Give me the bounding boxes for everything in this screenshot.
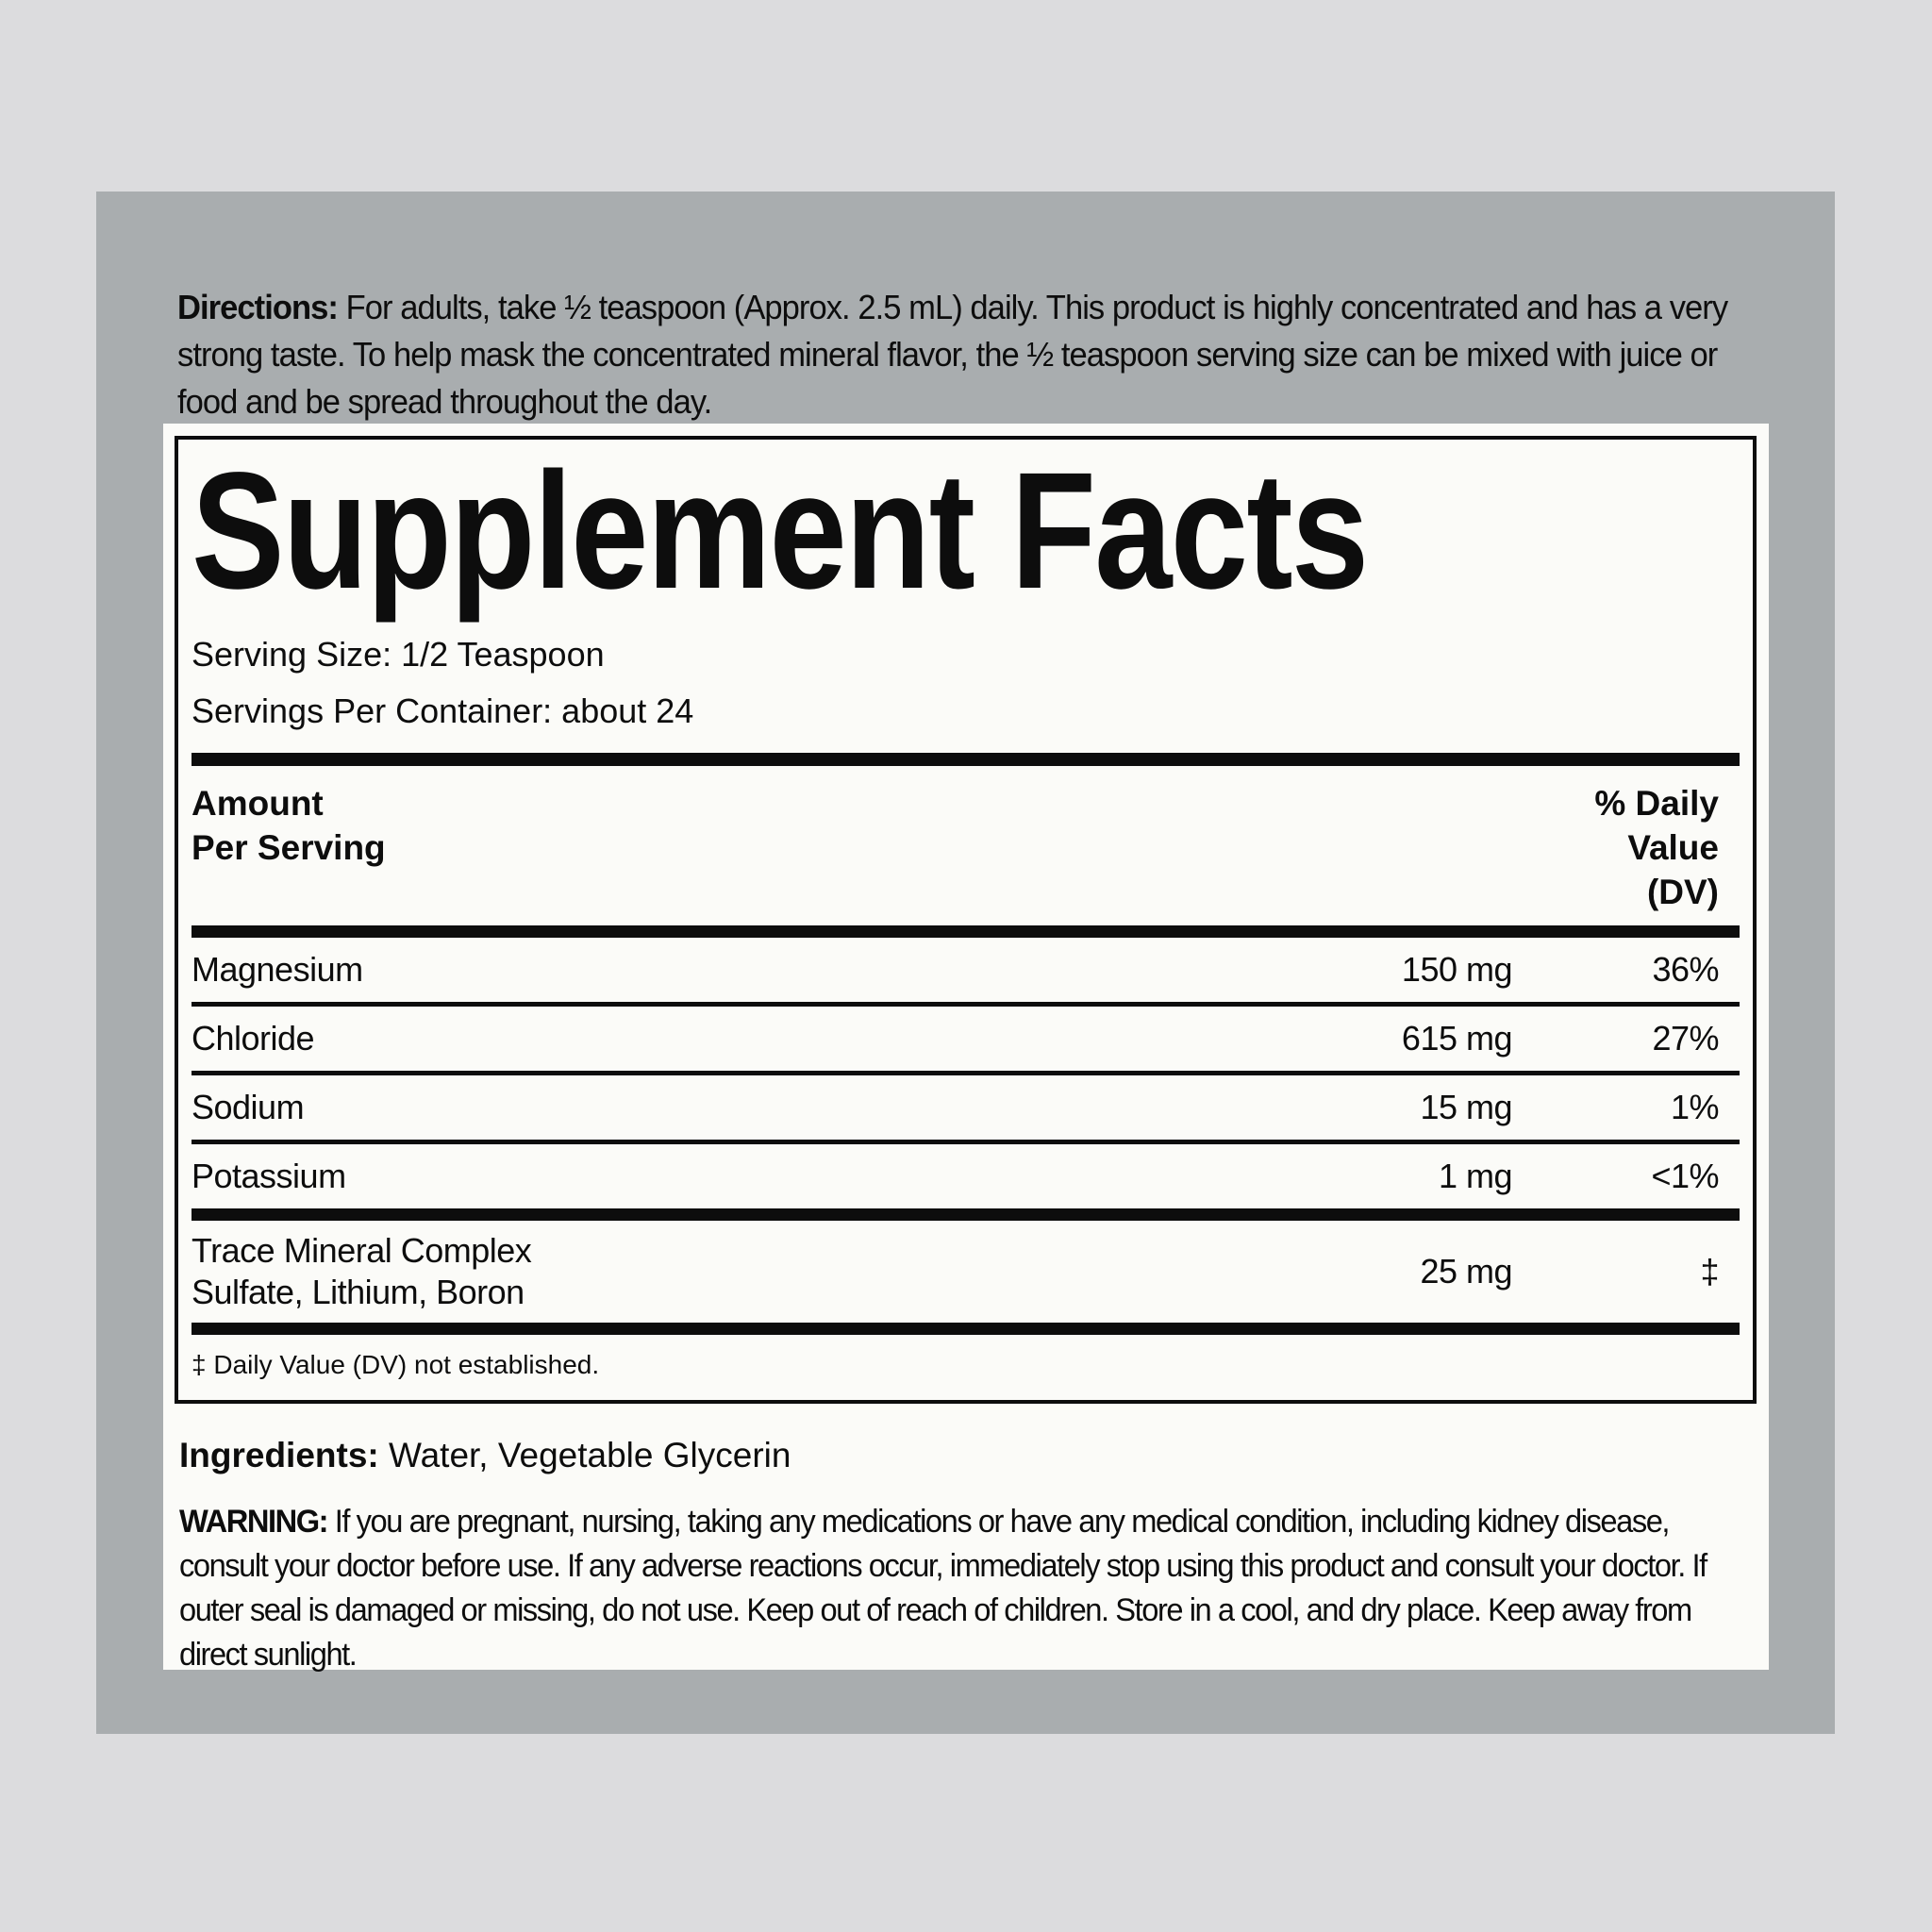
row-dv: <1% (1651, 1157, 1719, 1195)
table-row-trace-mineral-complex: Trace Mineral Complex Sulfate, Lithium, … (192, 1221, 1740, 1335)
table-header: Amount Per Serving % Daily Value (DV) (192, 781, 1740, 914)
row-amount: 615 mg (1401, 1019, 1513, 1058)
row-name: Potassium (192, 1157, 346, 1195)
table-row-magnesium: Magnesium 150 mg 36% (192, 938, 1740, 1007)
row-name: Trace Mineral Complex Sulfate, Lithium, … (192, 1231, 532, 1311)
table-row-potassium: Potassium 1 mg <1% (192, 1144, 1740, 1221)
column-header-daily-value: % Daily Value (DV) (1594, 784, 1719, 911)
supplement-label-card: Supplement Facts Serving Size: 1/2 Teasp… (163, 424, 1769, 1673)
directions-text: For adults, take ½ teaspoon (Approx. 2.5… (177, 288, 1728, 421)
row-dv: 1% (1670, 1088, 1720, 1126)
row-dv: 27% (1652, 1019, 1719, 1058)
row-dv: ‡ (1700, 1252, 1719, 1291)
ingredients-label: Ingredients: (179, 1436, 379, 1474)
directions-label: Directions: (177, 288, 339, 326)
row-name: Sodium (192, 1088, 305, 1126)
row-amount: 25 mg (1420, 1252, 1512, 1291)
row-amount: 1 mg (1438, 1157, 1513, 1195)
label-panel: Directions: For adults, take ½ teaspoon … (96, 192, 1835, 1734)
row-amount: 150 mg (1401, 950, 1513, 989)
column-header-amount: Amount Per Serving (192, 784, 386, 867)
nutrient-table: Magnesium 150 mg 36% Chloride 615 mg 27%… (192, 938, 1740, 1335)
warning-text: If you are pregnant, nursing, taking any… (179, 1504, 1707, 1673)
daily-value-footnote: ‡ Daily Value (DV) not established. (192, 1350, 600, 1379)
supplement-facts-title: Supplement Facts (192, 439, 1369, 624)
supplement-facts-box: Supplement Facts Serving Size: 1/2 Teasp… (175, 436, 1757, 1404)
row-dv: 36% (1652, 950, 1719, 989)
directions-paragraph: Directions: For adults, take ½ teaspoon … (177, 284, 1744, 425)
serving-size: Serving Size: 1/2 Teaspoon (192, 635, 605, 674)
ingredients-text: Water, Vegetable Glycerin (389, 1436, 791, 1474)
servings-per-container: Servings Per Container: about 24 (192, 691, 694, 730)
row-name: Chloride (192, 1019, 315, 1058)
ingredients-line: Ingredients: Water, Vegetable Glycerin (179, 1434, 1755, 1477)
table-row-sodium: Sodium 15 mg 1% (192, 1075, 1740, 1144)
row-amount: 15 mg (1420, 1088, 1512, 1126)
divider-bar-header (192, 925, 1740, 938)
warning-paragraph: WARNING: If you are pregnant, nursing, t… (179, 1500, 1746, 1677)
divider-bar-top (192, 753, 1740, 766)
row-name: Magnesium (192, 950, 363, 989)
table-row-chloride: Chloride 615 mg 27% (192, 1007, 1740, 1075)
warning-label: WARNING: (179, 1504, 329, 1540)
